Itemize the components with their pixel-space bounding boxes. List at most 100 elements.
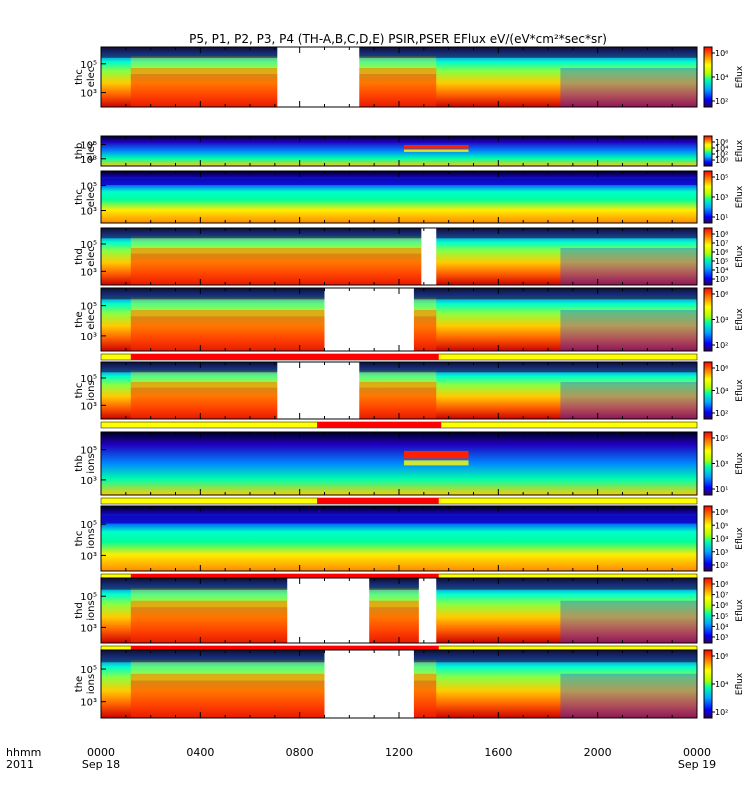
- colorbar-tick-label: 10³: [715, 460, 728, 469]
- panel-ylabel-species: elec: [86, 187, 97, 208]
- colorbar-tick-label: 10⁸: [715, 230, 728, 239]
- x-tick-label: 0800: [286, 746, 314, 759]
- colorbar-tick-label: 10³: [715, 193, 728, 202]
- colorbar-4: [703, 227, 713, 286]
- x-tick-date: Sep 18: [82, 758, 120, 771]
- data-gap-9-2: [418, 578, 437, 643]
- y-tick-label: 10³: [80, 698, 97, 709]
- data-gap-9-1: [287, 578, 370, 643]
- colorbar-tick-label: 10³: [715, 548, 728, 557]
- colorbar-tick-label: 10⁷: [715, 591, 728, 600]
- x-tick-label: 1200: [385, 746, 413, 759]
- data-gap-6-1: [277, 362, 360, 419]
- plasma-sheet-upper-9: [130, 587, 437, 608]
- y-tick-label: 10³: [80, 551, 97, 562]
- colorbar-5: [703, 287, 713, 352]
- colorbar-tick-label: 10¹: [715, 213, 728, 222]
- y-tick-label: 10⁵: [80, 374, 97, 385]
- panel-ylabel-species: elec: [86, 246, 97, 267]
- colorbar-tick-label: 10⁶: [715, 364, 728, 373]
- quiet-region-1: [560, 68, 697, 107]
- colorbar-tick-label: 10⁶: [715, 138, 728, 147]
- spectrogram-7: [101, 432, 697, 495]
- y-tick-label: 10⁵: [80, 665, 97, 676]
- plasma-sheet-upper-4: [130, 236, 437, 254]
- y-tick-label: 10³: [80, 332, 97, 343]
- y-tick-label: 10⁵: [80, 182, 97, 193]
- state-bar-segment-5: [130, 354, 439, 360]
- state-bar-segment-9: [130, 646, 439, 652]
- panel-ylabel-species: ions: [86, 528, 97, 548]
- data-gap-10-1: [324, 650, 414, 718]
- y-tick-label: 10⁵: [80, 446, 97, 457]
- y-tick-label: 10³: [80, 267, 97, 278]
- colorbar-label: Eflux: [735, 139, 745, 162]
- colorbar-tick-label: 10⁵: [715, 257, 728, 266]
- panel-ylabel-probe: thd: [74, 248, 85, 265]
- colorbar-10: [703, 649, 713, 719]
- colorbar-label: Eflux: [735, 65, 745, 88]
- colorbar-label: Eflux: [735, 185, 745, 208]
- colorbar-6: [703, 361, 713, 420]
- colorbar-2: [703, 135, 713, 167]
- colorbar-label: Eflux: [735, 245, 745, 268]
- chart-title: P5, P1, P2, P3, P4 (TH-A,B,C,D,E) PSIR,P…: [189, 32, 607, 46]
- x-tick-label: 1600: [484, 746, 512, 759]
- y-tick-label: 10⁵: [80, 140, 97, 151]
- colorbar-tick-label: 10²: [715, 97, 728, 106]
- colorbar-tick-label: 10⁸: [715, 580, 728, 589]
- panel-ylabel-species: elec: [86, 141, 97, 162]
- colorbar-tick-label: 10⁰: [715, 156, 728, 165]
- quiet-region-4: [560, 247, 697, 285]
- panel-8: 10⁵ 10³ thc ions 10⁶ 10⁵ 10⁴ 10³ 10² Eflux: [74, 505, 745, 581]
- x-axis-prefix-line2: 2011: [6, 758, 34, 771]
- colorbar-label: Eflux: [735, 599, 745, 622]
- data-gap-5-1: [324, 288, 414, 351]
- colorbar-tick-label: 10⁷: [715, 239, 728, 248]
- colorbar-9: [703, 577, 713, 644]
- y-tick-label: 10⁵: [80, 520, 97, 531]
- x-tick-label: 0000: [87, 746, 115, 759]
- state-bar-segment-8: [130, 574, 439, 580]
- data-gap-1-1: [277, 47, 360, 107]
- quiet-region-10: [560, 673, 697, 718]
- flat-band-3: [101, 178, 697, 186]
- y-tick-label: 10³: [80, 89, 97, 100]
- colorbar-tick-label: 10⁴: [715, 266, 728, 275]
- flat-band-8: [101, 515, 697, 524]
- panel-ylabel-probe: the: [74, 676, 85, 692]
- colorbar-7: [703, 431, 713, 496]
- panel-ylabel-species: ions: [86, 674, 97, 694]
- quiet-region-5: [560, 310, 697, 351]
- colorbar-tick-label: 10⁴: [715, 622, 728, 631]
- panel-ylabel-species: elec: [86, 309, 97, 330]
- colorbar-tick-label: 10³: [715, 275, 728, 284]
- panel-ylabel-probe: the: [74, 311, 85, 327]
- colorbar-label: Eflux: [735, 308, 745, 331]
- feature-band-lower-7: [403, 460, 469, 466]
- colorbar-tick-label: 10⁵: [715, 521, 728, 530]
- colorbar-tick-label: 10²: [715, 341, 728, 350]
- y-tick-label: 10³: [80, 401, 97, 412]
- colorbar-tick-label: 10³: [715, 633, 728, 642]
- quiet-region-6: [560, 381, 697, 419]
- plasma-sheet-4: [130, 247, 437, 285]
- quiet-region-9: [560, 600, 697, 643]
- panel-ylabel-probe: thb: [74, 143, 85, 160]
- colorbar-tick-label: 10⁴: [715, 387, 728, 396]
- colorbar-tick-label: 10⁴: [715, 316, 728, 325]
- panel-ylabel-probe: thc: [74, 189, 85, 205]
- colorbar-tick-label: 10²: [715, 409, 728, 418]
- x-tick-label: 0400: [186, 746, 214, 759]
- panel-ylabel-probe: thd: [74, 602, 85, 619]
- data-gap-4-1: [421, 228, 437, 285]
- y-tick-label: 10³: [80, 155, 97, 166]
- feature-band-lower-2: [403, 149, 469, 152]
- state-bar-segment-7: [317, 498, 439, 504]
- x-tick-label: 0000: [683, 746, 711, 759]
- colorbar-tick-label: 10⁶: [715, 508, 728, 517]
